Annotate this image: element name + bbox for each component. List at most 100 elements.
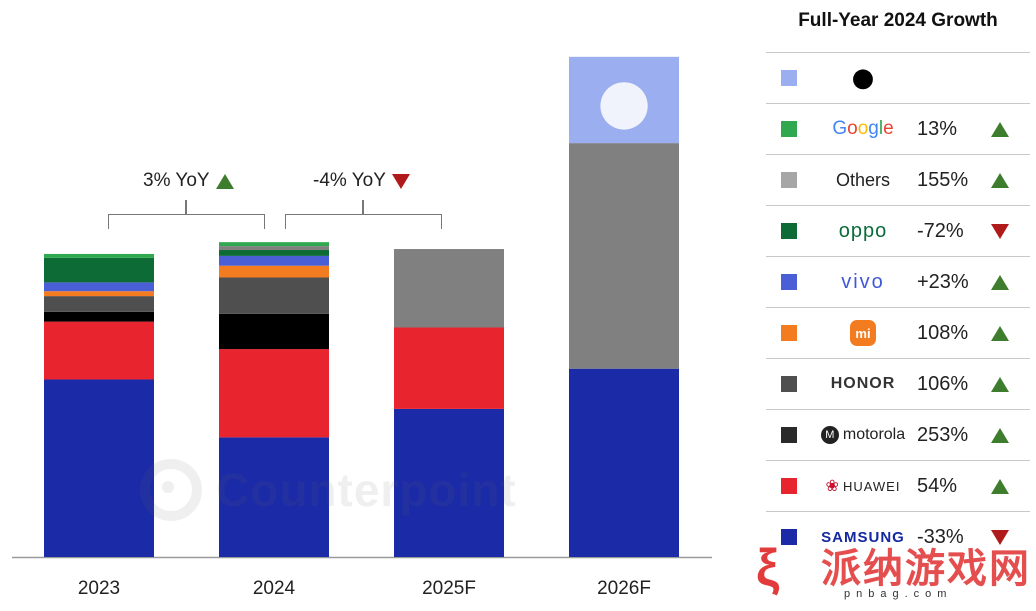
x-tick-label: 2026F xyxy=(597,578,651,599)
legend-swatch xyxy=(781,529,797,545)
growth-value: 13% xyxy=(917,117,958,140)
legend-swatch xyxy=(781,376,797,392)
legend-swatch xyxy=(781,478,797,494)
legend-panel: Full-Year 2024 Growth ● Google 13% Others 15… xyxy=(766,0,1030,606)
legend-swatch xyxy=(781,223,797,239)
yoy-bracket-stem xyxy=(362,200,364,214)
site-watermark-url: pnbag.com xyxy=(844,588,953,600)
honor-logo: HONOR xyxy=(830,375,896,392)
bar-segment-motorola-2023 xyxy=(44,311,154,322)
up-arrow-icon xyxy=(991,274,1009,290)
legend-row: vivo +23% xyxy=(766,256,1030,307)
bar-segment-oppo-2023 xyxy=(44,257,154,283)
legend-row: mi 108% xyxy=(766,307,1030,358)
legend-brand: ❀ HUAWEI xyxy=(809,476,917,496)
bar-segment-vivo-2024 xyxy=(219,255,329,266)
growth-value: -72% xyxy=(917,219,964,242)
apple-logo-icon: ● xyxy=(597,64,651,137)
bar-segment-apple-2026F xyxy=(569,56,679,144)
growth-value: -33% xyxy=(917,525,964,548)
bar-segment-google-2023 xyxy=(44,253,154,258)
legend-brand: Google xyxy=(809,118,917,140)
motorola-logo: motorola xyxy=(842,426,906,443)
bar-segment-others-2024 xyxy=(219,246,329,251)
legend-swatch xyxy=(781,172,797,188)
counterpoint-watermark: Counterpoint xyxy=(140,445,570,535)
vivo-logo: vivo xyxy=(841,270,885,293)
apple-icon: ● xyxy=(851,63,875,93)
bar-segment-vivo-2023 xyxy=(44,282,154,292)
legend-brand: vivo xyxy=(809,271,917,294)
brand-label: Others xyxy=(835,169,891,190)
bar-segment-xiaomi-2024 xyxy=(219,265,329,278)
growth-value: 108% xyxy=(917,321,969,344)
site-watermark: ξ 派纳游戏网 pnbag.com xyxy=(756,532,1036,606)
growth-value: 54% xyxy=(917,474,958,497)
growth-value: 253% xyxy=(917,423,969,446)
legend-brand: ● xyxy=(809,63,917,93)
stacked-bar-chart: Counterpoint 2023 2024 2025F ● 2026F 3% YoY … xyxy=(12,56,712,599)
legend-row: SAMSUNG -33% xyxy=(766,511,1030,562)
yoy-label-1: 3% YoY xyxy=(143,170,234,192)
growth-value: +23% xyxy=(917,270,969,293)
up-arrow-icon xyxy=(215,173,234,189)
legend-brand: Others xyxy=(809,170,917,191)
bar-segment-samsung-2026F xyxy=(569,368,679,557)
bar-segment-samsung-2025F xyxy=(394,408,504,557)
legend-row: Google 13% xyxy=(766,103,1030,154)
growth-value: 106% xyxy=(917,372,969,395)
yoy-bracket-2024-2025 xyxy=(285,214,442,229)
oppo-logo: oppo xyxy=(838,219,888,242)
bar-segment-oppo-2024 xyxy=(219,250,329,256)
up-arrow-icon xyxy=(991,325,1009,341)
up-arrow-icon xyxy=(991,376,1009,392)
bar-segment-huawei-2023 xyxy=(44,321,154,380)
down-arrow-icon xyxy=(991,529,1009,545)
bar-segment-others-2025F xyxy=(394,249,504,328)
up-arrow-icon xyxy=(991,121,1009,137)
legend-row: ● xyxy=(766,52,1030,103)
yoy-label-2: -4% YoY xyxy=(313,170,410,192)
legend-row: ❀ HUAWEI 54% xyxy=(766,460,1030,511)
x-tick-label: 2024 xyxy=(253,578,296,599)
up-arrow-icon xyxy=(991,427,1009,443)
growth-value: 155% xyxy=(917,168,969,191)
legend-brand: HONOR xyxy=(809,375,917,393)
legend-swatch xyxy=(781,427,797,443)
legend-brand: oppo xyxy=(809,220,917,243)
xiaomi-icon: mi xyxy=(850,320,876,346)
yoy-text-1: 3% YoY xyxy=(143,170,210,191)
google-logo: Google xyxy=(832,118,894,139)
legend-swatch xyxy=(781,325,797,341)
bars-svg: 2023 2024 2025F ● 2026F xyxy=(12,56,712,599)
motorola-icon: M xyxy=(820,426,839,444)
down-arrow-icon xyxy=(391,173,410,189)
samsung-logo: SAMSUNG xyxy=(821,528,905,546)
counterpoint-logo-icon xyxy=(140,459,202,521)
bar-segment-samsung-2024 xyxy=(219,437,329,557)
down-arrow-icon xyxy=(991,223,1009,239)
legend-row: oppo -72% xyxy=(766,205,1030,256)
bar-segment-huawei-2024 xyxy=(219,349,329,438)
bar-segment-honor-2023 xyxy=(44,296,154,312)
legend-swatch xyxy=(781,121,797,137)
legend-swatch xyxy=(781,274,797,290)
legend-row: HONOR 106% xyxy=(766,358,1030,409)
yoy-bracket-stem xyxy=(185,200,187,214)
site-watermark-text: 派纳游戏网 xyxy=(821,546,1031,592)
x-tick-label: 2025F xyxy=(422,578,476,599)
legend-title: Full-Year 2024 Growth xyxy=(798,10,998,31)
huawei-icon: ❀ xyxy=(825,478,839,495)
bar-segment-motorola-2024 xyxy=(219,313,329,350)
huawei-logo: HUAWEI xyxy=(842,478,901,494)
bar-segment-others-2026F xyxy=(569,143,679,369)
up-arrow-icon xyxy=(991,478,1009,494)
bar-segment-huawei-2025F xyxy=(394,327,504,409)
legend-row: Others 155% xyxy=(766,154,1030,205)
up-arrow-icon xyxy=(991,172,1009,188)
bar-segment-samsung-2023 xyxy=(44,379,154,557)
site-logo-icon: ξ xyxy=(756,539,780,597)
yoy-bracket-2023-2024 xyxy=(108,214,265,229)
